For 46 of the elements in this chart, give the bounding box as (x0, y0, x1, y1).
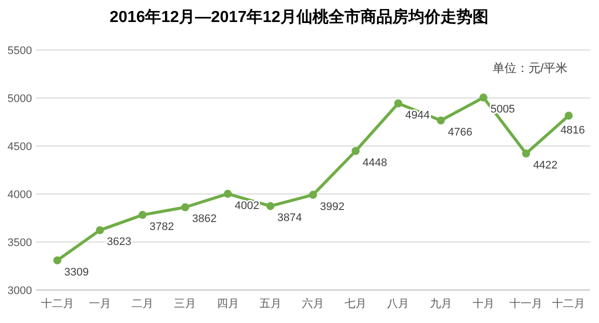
point (436, 116, 445, 124)
x-tick-label: 一月 (88, 298, 111, 310)
x-tick-label: 十一月 (510, 297, 543, 310)
data-label: 4816 (560, 124, 585, 137)
data-label: 4766 (448, 126, 472, 138)
y-tick-label: 5000 (8, 93, 32, 105)
data-label: 3782 (150, 220, 174, 233)
x-tick-label: 二月 (132, 298, 154, 310)
data-label: 4944 (405, 109, 430, 122)
point (224, 190, 232, 198)
point (53, 256, 62, 264)
y-tick-label: 5500 (8, 45, 32, 57)
data-label: 4002 (234, 200, 260, 212)
x-tick-label: 六月 (302, 297, 324, 310)
x-tick-label: 七月 (344, 297, 367, 310)
point (394, 99, 402, 108)
x-tick-label: 八月 (387, 298, 410, 310)
x-tick-label: 四月 (216, 298, 239, 310)
y-tick-label: 4500 (8, 141, 32, 153)
y-tick-label: 3000 (8, 285, 32, 297)
data-label: 3862 (192, 213, 217, 226)
point (266, 202, 274, 210)
point (564, 112, 573, 120)
data-label: 3992 (320, 200, 344, 213)
point (309, 190, 317, 199)
data-label: 4422 (533, 159, 558, 172)
point (522, 149, 530, 158)
x-tick-label: 九月 (430, 297, 452, 310)
point (479, 94, 488, 102)
data-label: 3874 (277, 212, 302, 224)
x-tick-label: 十二月 (552, 297, 586, 310)
point (352, 146, 360, 155)
x-tick-label: 五月 (259, 298, 282, 310)
point (181, 203, 190, 212)
point (138, 210, 147, 219)
chart-title: 2016年12月—2017年12月仙桃全市商品房均价走势图 (110, 7, 488, 26)
data-label: 4448 (362, 156, 388, 169)
data-label: 3309 (64, 266, 89, 278)
data-label: 3623 (106, 236, 132, 248)
x-tick-label: 十二月 (40, 297, 74, 310)
x-tick-label: 十月 (472, 297, 494, 310)
point (96, 226, 104, 234)
annotation: 单位：元/平米 (492, 61, 568, 75)
y-tick-label: 4000 (8, 189, 32, 201)
y-tick-label: 3500 (8, 237, 32, 249)
x-tick-label: 三月 (174, 298, 196, 310)
